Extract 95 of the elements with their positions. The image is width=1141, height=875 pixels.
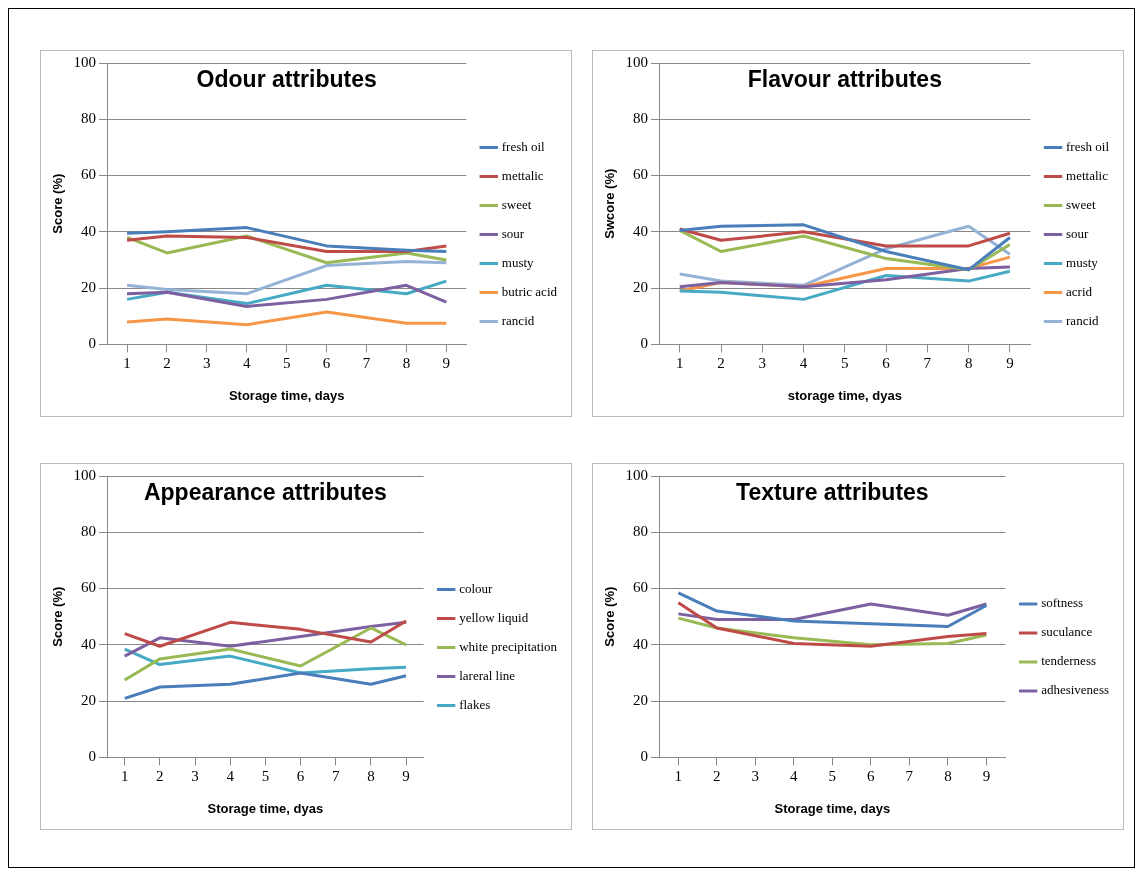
- chart-title: Odour attributes: [196, 65, 377, 92]
- y-tick-label: 60: [81, 166, 97, 183]
- y-tick-label: 40: [81, 635, 97, 652]
- legend-label: musty: [1066, 254, 1099, 270]
- x-tick-label: 4: [799, 355, 808, 372]
- x-tick-label: 1: [675, 355, 684, 372]
- y-tick-label: 40: [633, 222, 649, 239]
- legend-label: white precipitation: [459, 638, 558, 654]
- legend-label: mettalic: [1066, 167, 1109, 183]
- x-tick-label: 4: [243, 355, 252, 372]
- x-tick-label: 1: [123, 355, 131, 372]
- x-tick-label: 8: [964, 355, 973, 372]
- legend-label: rancid: [501, 312, 535, 328]
- y-tick-label: 0: [640, 335, 649, 352]
- x-axis-title: storage time, dyas: [787, 387, 902, 403]
- legend-label: mettalic: [501, 167, 544, 183]
- x-axis-title: Storage time, days: [228, 387, 345, 403]
- legend-label: softness: [1041, 595, 1084, 611]
- chart-title: Appearance attributes: [143, 478, 387, 505]
- y-tick-label: 40: [81, 222, 97, 239]
- x-tick-label: 8: [944, 768, 952, 785]
- x-tick-label: 3: [751, 768, 760, 785]
- y-tick-label: 80: [633, 523, 649, 540]
- legend-label: butric acid: [501, 283, 558, 299]
- x-tick-label: 5: [841, 355, 849, 372]
- legend-label: colour: [459, 580, 494, 596]
- x-tick-label: 4: [790, 768, 799, 785]
- legend-label: sour: [501, 225, 525, 241]
- x-tick-label: 8: [402, 355, 411, 372]
- y-axis-title: Score (%): [50, 586, 66, 647]
- y-tick-label: 0: [640, 748, 649, 765]
- chart-title: Texture attributes: [736, 478, 929, 505]
- y-tick-label: 60: [633, 166, 649, 183]
- legend-label: flakes: [459, 696, 491, 712]
- x-tick-label: 5: [828, 768, 837, 785]
- legend-label: yellow liquid: [459, 609, 529, 625]
- legend-label: fresh oil: [1066, 138, 1110, 154]
- x-tick-label: 2: [713, 768, 721, 785]
- y-tick-label: 80: [81, 110, 97, 127]
- x-axis-title: Storage time, dyas: [207, 800, 324, 816]
- legend-label: fresh oil: [501, 138, 546, 154]
- x-tick-label: 3: [758, 355, 767, 372]
- x-tick-label: 5: [282, 355, 291, 372]
- y-tick-label: 80: [81, 523, 97, 540]
- x-tick-label: 9: [982, 768, 991, 785]
- chart-title: Flavour attributes: [747, 65, 942, 92]
- legend-label: sour: [1066, 225, 1090, 241]
- x-tick-label: 8: [367, 768, 375, 785]
- x-tick-label: 1: [120, 768, 129, 785]
- x-axis-title: Storage time, days: [774, 800, 891, 816]
- x-tick-label: 9: [442, 355, 451, 372]
- x-tick-label: 6: [296, 768, 305, 785]
- y-tick-label: 20: [81, 279, 97, 296]
- x-tick-label: 4: [226, 768, 235, 785]
- y-tick-label: 100: [73, 53, 97, 70]
- x-tick-label: 2: [156, 768, 164, 785]
- x-tick-label: 7: [331, 768, 340, 785]
- x-tick-label: 5: [261, 768, 270, 785]
- y-tick-label: 100: [625, 466, 649, 483]
- legend-label: suculance: [1041, 624, 1093, 640]
- legend-label: adhesiveness: [1041, 682, 1110, 698]
- y-tick-label: 100: [625, 53, 649, 70]
- x-tick-label: 6: [867, 768, 876, 785]
- legend-label: rancid: [1066, 312, 1100, 328]
- x-tick-label: 9: [1006, 355, 1014, 372]
- x-tick-label: 2: [163, 355, 171, 372]
- x-tick-label: 1: [674, 768, 683, 785]
- y-tick-label: 60: [81, 579, 97, 596]
- y-tick-label: 80: [633, 110, 649, 127]
- x-tick-label: 3: [203, 355, 211, 372]
- x-tick-label: 9: [402, 768, 410, 785]
- y-tick-label: 60: [633, 579, 649, 596]
- y-tick-label: 20: [633, 692, 649, 709]
- legend-label: acrid: [1066, 283, 1093, 299]
- x-tick-label: 7: [362, 355, 371, 372]
- x-tick-label: 7: [923, 355, 932, 372]
- x-tick-label: 7: [905, 768, 914, 785]
- y-tick-label: 100: [73, 466, 97, 483]
- y-tick-label: 0: [88, 748, 97, 765]
- x-tick-label: 2: [717, 355, 725, 372]
- x-tick-label: 6: [882, 355, 891, 372]
- legend-label: sweet: [501, 196, 532, 212]
- y-tick-label: 20: [633, 279, 649, 296]
- legend-label: lareral line: [459, 667, 516, 683]
- x-tick-label: 3: [191, 768, 199, 785]
- y-axis-title: Score (%): [602, 586, 618, 647]
- legend-label: tenderness: [1041, 653, 1097, 669]
- y-axis-title: Swcore (%): [602, 168, 618, 239]
- x-tick-label: 6: [322, 355, 331, 372]
- y-tick-label: 0: [88, 335, 97, 352]
- y-tick-label: 40: [633, 635, 649, 652]
- legend-label: sweet: [1066, 196, 1097, 212]
- y-axis-title: Score (%): [50, 173, 66, 234]
- y-tick-label: 20: [81, 692, 97, 709]
- legend-label: musty: [501, 254, 535, 270]
